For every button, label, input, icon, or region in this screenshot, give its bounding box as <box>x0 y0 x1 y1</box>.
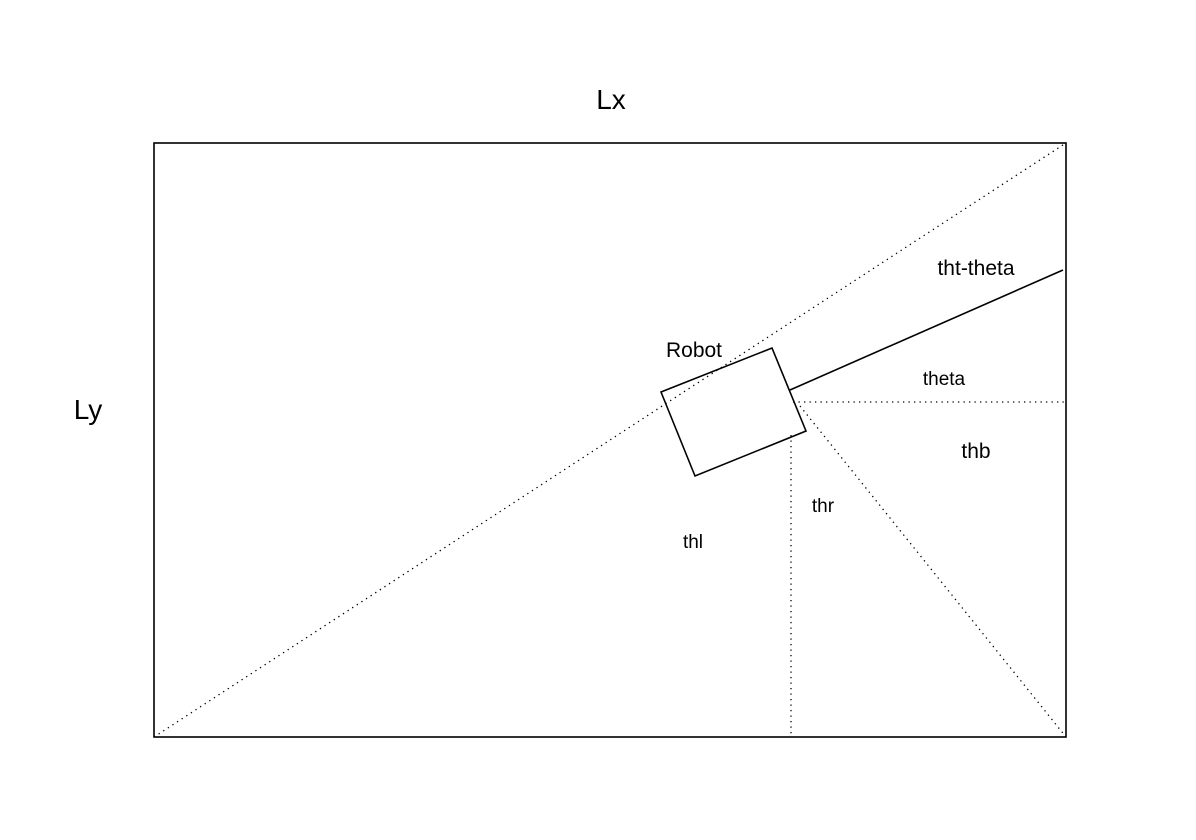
line-to-bottom-right-corner <box>799 405 1067 738</box>
thl-label: thl <box>683 532 703 553</box>
robot-heading-line <box>789 269 1064 391</box>
field-boundary <box>153 142 1067 738</box>
left-axis-label: Ly <box>74 394 103 425</box>
tht-theta-label: tht-theta <box>937 257 1014 280</box>
thr-label: thr <box>812 496 835 517</box>
diagonal-to-top-right-corner <box>153 142 1067 738</box>
theta-label: theta <box>923 369 966 390</box>
top-axis-label: Lx <box>596 84 626 115</box>
robot-label: Robot <box>666 339 722 362</box>
robot-body <box>659 346 808 478</box>
thb-label: thb <box>961 440 990 463</box>
